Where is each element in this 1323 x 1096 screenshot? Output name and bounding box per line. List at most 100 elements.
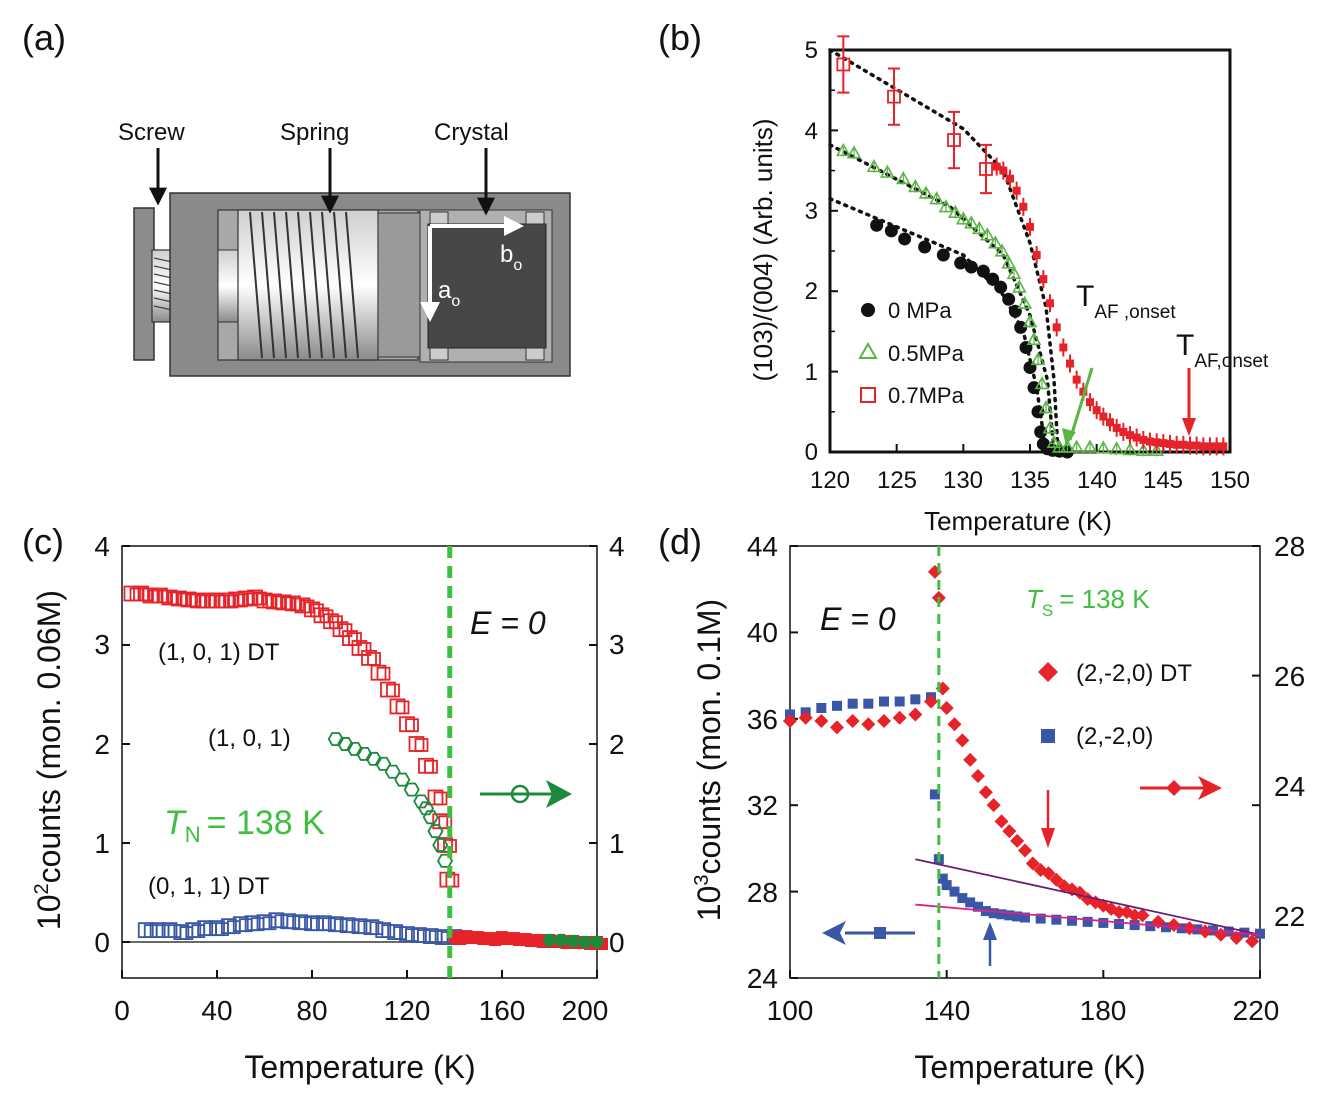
b-point xyxy=(1106,418,1114,427)
c-point xyxy=(386,683,400,698)
d-point-red xyxy=(908,707,923,722)
d-point-red xyxy=(939,700,954,715)
d-point-red xyxy=(783,713,797,728)
b-point xyxy=(1069,439,1085,453)
b-xlabel: Temperature (K) xyxy=(924,506,1112,536)
b-point xyxy=(884,224,898,238)
d-point-red xyxy=(861,717,876,732)
b-point xyxy=(835,142,851,157)
b-legend-label-2: 0.7MPa xyxy=(888,383,965,408)
c-point xyxy=(566,934,581,948)
b-point xyxy=(1011,279,1027,293)
c-y2tick-4: 4 xyxy=(609,531,625,562)
d-point-blue xyxy=(1129,920,1140,931)
d-point-blue xyxy=(988,908,999,919)
b-guide-0mpa xyxy=(828,196,1048,454)
d-point-red xyxy=(1135,908,1150,923)
d-point-red xyxy=(924,694,938,709)
b-point xyxy=(1017,295,1033,309)
d-left-axis-arrow-marker xyxy=(874,927,886,939)
c-xlabel: Temperature (K) xyxy=(244,1049,475,1085)
crystal-label: Crystal xyxy=(434,119,509,146)
c-ytick-3: 3 xyxy=(94,629,110,660)
d-point-blue xyxy=(894,696,905,707)
b-point xyxy=(979,162,993,176)
d-legend-label-0: (2,-2,0) DT xyxy=(1076,660,1192,687)
c-ytick-4: 4 xyxy=(94,531,110,562)
panel-label-c: (c) xyxy=(22,521,64,562)
c-point xyxy=(357,642,372,656)
c-xtick-0: 0 xyxy=(114,995,130,1026)
d-point-red xyxy=(971,769,985,784)
b-xtick-135: 135 xyxy=(1010,467,1050,494)
d-point-blue xyxy=(1012,911,1023,922)
d-y2tick-28: 28 xyxy=(1274,531,1305,562)
b-point xyxy=(1219,442,1228,451)
c-xtick-200: 200 xyxy=(562,995,609,1026)
c-label-101: (1, 0, 1) xyxy=(208,725,291,752)
d-point-red xyxy=(1041,866,1056,881)
b-point xyxy=(976,264,990,278)
b-point xyxy=(992,162,1001,171)
c-point xyxy=(554,933,569,947)
d-ytick-24: 24 xyxy=(747,963,778,994)
b-point xyxy=(836,57,851,72)
b-point xyxy=(1066,359,1074,368)
panel-label-d: (d) xyxy=(658,521,702,562)
b-point xyxy=(1034,376,1050,390)
b-point xyxy=(1031,405,1045,419)
d-point-blue xyxy=(816,703,827,713)
c-point xyxy=(338,623,353,638)
chart-b: 0 1 2 3 4 5 120 125 130 135 140 145 150 … xyxy=(748,35,1269,536)
c-e-label: E = 0 xyxy=(470,605,546,641)
c-point xyxy=(424,759,438,774)
b-point xyxy=(1051,439,1067,453)
strain-device-diagram xyxy=(133,192,571,377)
b-point xyxy=(954,256,968,270)
b-point xyxy=(1179,440,1188,449)
c-point xyxy=(414,738,429,752)
b-point xyxy=(1014,320,1028,334)
b-xtick-120: 120 xyxy=(810,467,850,494)
c-point xyxy=(403,782,420,797)
c-point xyxy=(405,718,419,733)
d-point-red xyxy=(978,785,993,800)
b-point xyxy=(870,218,884,232)
d-point-red xyxy=(1018,843,1032,858)
d-y2tick-24: 24 xyxy=(1274,771,1305,802)
d-xlabel: Temperature (K) xyxy=(914,1049,1145,1085)
d-point-blue xyxy=(847,698,858,709)
b-point xyxy=(918,185,934,199)
c-y2tick-2: 2 xyxy=(609,729,625,760)
d-ts-label: TS = 138 K xyxy=(1026,584,1150,620)
d-point-red xyxy=(830,720,844,735)
d-point-blue xyxy=(949,886,960,897)
b-point xyxy=(1172,440,1181,449)
d-left-axis-arrowhead xyxy=(822,921,846,945)
d-point-red xyxy=(994,814,1009,829)
b-xtick-145: 145 xyxy=(1143,467,1183,494)
c-point xyxy=(300,599,315,614)
b-point xyxy=(1119,427,1128,436)
d-point-blue xyxy=(1082,916,1093,927)
b-ytick-3: 3 xyxy=(805,198,818,225)
d-point-red xyxy=(1229,931,1244,946)
b-point xyxy=(907,179,923,193)
b-point xyxy=(1212,442,1221,451)
panel-label-b: (b) xyxy=(658,17,702,58)
b-point xyxy=(879,164,895,178)
b-point xyxy=(1139,435,1148,444)
c-point xyxy=(281,596,296,611)
d-point-blue xyxy=(941,880,952,891)
b-point xyxy=(1042,420,1058,434)
d-point-blue xyxy=(1255,928,1265,939)
c-point xyxy=(234,593,248,608)
d-legend-marker-0 xyxy=(1038,662,1058,682)
c-y2tick-0: 0 xyxy=(609,927,625,958)
c-point xyxy=(394,772,411,787)
b-point xyxy=(1019,340,1033,354)
c-point xyxy=(262,594,277,609)
b-point xyxy=(898,232,912,246)
d-point-blue xyxy=(1035,913,1046,924)
b-guide-07mpa xyxy=(828,48,1060,454)
